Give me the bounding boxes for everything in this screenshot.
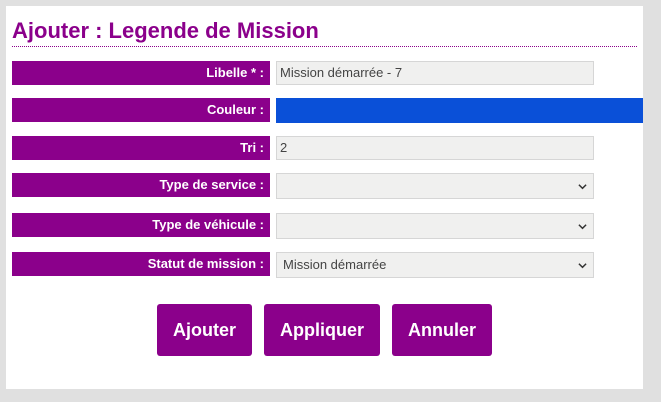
couleur-color-picker[interactable] [276, 98, 643, 123]
statut-select[interactable]: Mission démarrée [276, 252, 594, 278]
type-vehicule-select[interactable] [276, 213, 594, 239]
couleur-label: Couleur : [12, 98, 270, 122]
page-title: Ajouter : Legende de Mission [12, 18, 319, 43]
chevron-down-icon [578, 263, 587, 269]
libelle-label: Libelle * : [12, 61, 270, 85]
annuler-button[interactable]: Annuler [392, 304, 492, 356]
type-vehicule-label: Type de véhicule : [12, 213, 270, 237]
libelle-input[interactable]: Mission démarrée - 7 [276, 61, 594, 85]
statut-label: Statut de mission : [12, 252, 270, 276]
ajouter-button[interactable]: Ajouter [157, 304, 252, 356]
button-bar: Ajouter Appliquer Annuler [6, 304, 643, 356]
title-divider [12, 46, 637, 47]
tri-input[interactable]: 2 [276, 136, 594, 160]
chevron-down-icon [578, 184, 587, 190]
form-panel: Ajouter : Legende de Mission Libelle * :… [6, 6, 643, 389]
appliquer-button[interactable]: Appliquer [264, 304, 380, 356]
tri-label: Tri : [12, 136, 270, 160]
statut-value: Mission démarrée [283, 257, 387, 272]
type-service-select[interactable] [276, 173, 594, 199]
type-service-label: Type de service : [12, 173, 270, 197]
chevron-down-icon [578, 224, 587, 230]
